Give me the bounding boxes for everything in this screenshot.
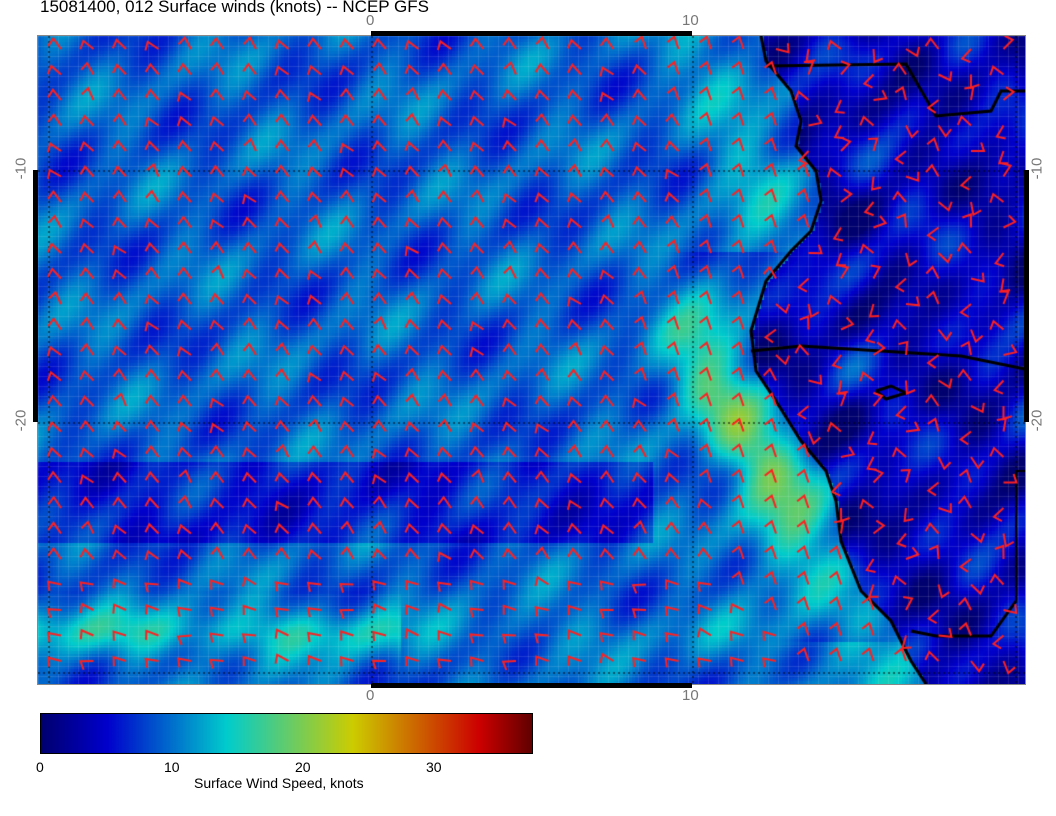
colorbar — [40, 713, 533, 754]
colorbar-tick-0: 0 — [36, 759, 44, 775]
lon-tick-bottom-10: 10 — [682, 687, 699, 704]
lat-tick-right-10: -10 — [1028, 157, 1046, 180]
lon-tick-top-10: 10 — [682, 12, 699, 29]
lat-tick-left-10: -10 — [12, 157, 30, 180]
colorbar-label: Surface Wind Speed, knots — [194, 775, 364, 791]
wind-map — [37, 35, 1026, 685]
colorbar-tick-30: 30 — [426, 759, 442, 775]
map-title: 15081400, 012 Surface winds (knots) -- N… — [40, 0, 429, 16]
lat-frame-bar-left — [33, 170, 38, 422]
lon-frame-bar-bottom — [371, 683, 692, 688]
lat-frame-bar-right — [1024, 170, 1029, 422]
lon-frame-bar-top — [371, 31, 692, 36]
lat-tick-left-20: -20 — [12, 409, 30, 432]
colorbar-tick-20: 20 — [295, 759, 311, 775]
lat-tick-right-20: -20 — [1028, 409, 1046, 432]
lon-tick-bottom-0: 0 — [366, 687, 375, 704]
colorbar-tick-10: 10 — [164, 759, 180, 775]
lon-tick-top-0: 0 — [366, 12, 375, 29]
